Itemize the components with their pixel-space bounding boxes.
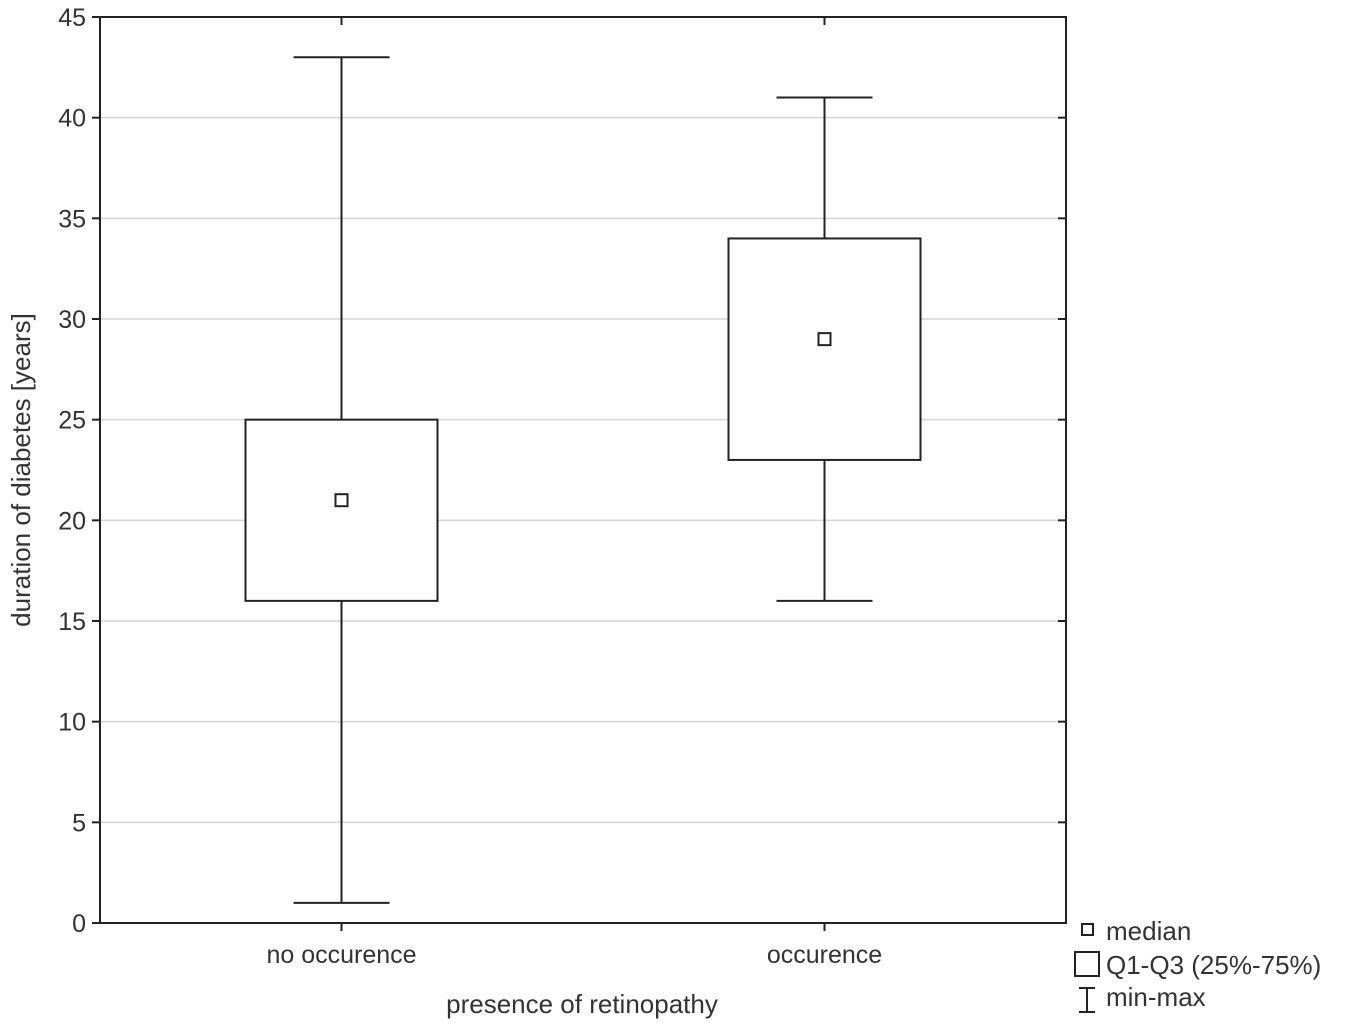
y-tick-label-45: 45 (58, 4, 86, 32)
x-axis-title: presence of retinopathy (446, 989, 718, 1019)
box-1 (727, 96, 922, 602)
y-tick-label-15: 15 (58, 608, 86, 636)
box-icon (1074, 951, 1100, 977)
plot-frame (99, 16, 1067, 924)
median-marker (817, 332, 832, 347)
legend-label-whisker: min-max (1106, 982, 1206, 1012)
y-tick-label-30: 30 (58, 306, 86, 334)
y-tick-label-20: 20 (58, 507, 86, 535)
box-series (244, 56, 922, 904)
whisker-icon (1079, 987, 1095, 1013)
box-0 (244, 56, 439, 904)
legend-label-box: Q1-Q3 (25%-75%) (1106, 950, 1321, 980)
iqr-box (244, 418, 439, 602)
median-icon (1081, 923, 1094, 936)
y-tick-label-0: 0 (72, 910, 86, 938)
y-axis-title: duration of diabetes [years] (6, 313, 36, 627)
legend-label-median: median (1106, 916, 1191, 946)
iqr-box (727, 237, 922, 461)
x-tick-label-1: occurence (767, 941, 882, 969)
legend: median Q1-Q3 (25%-75%) min-max (1074, 916, 1321, 1013)
y-tick-label-5: 5 (72, 809, 86, 837)
y-tick-label-25: 25 (58, 407, 86, 435)
y-tick-label-10: 10 (58, 709, 86, 737)
x-axis-ticks: no occurence occurence (266, 17, 882, 969)
y-tick-label-35: 35 (58, 205, 86, 233)
median-marker (334, 493, 349, 508)
x-tick-label-0: no occurence (266, 941, 416, 969)
y-tick-label-40: 40 (58, 105, 86, 133)
y-axis-ticks: 0 5 10 15 20 25 30 35 40 45 (58, 4, 1066, 938)
